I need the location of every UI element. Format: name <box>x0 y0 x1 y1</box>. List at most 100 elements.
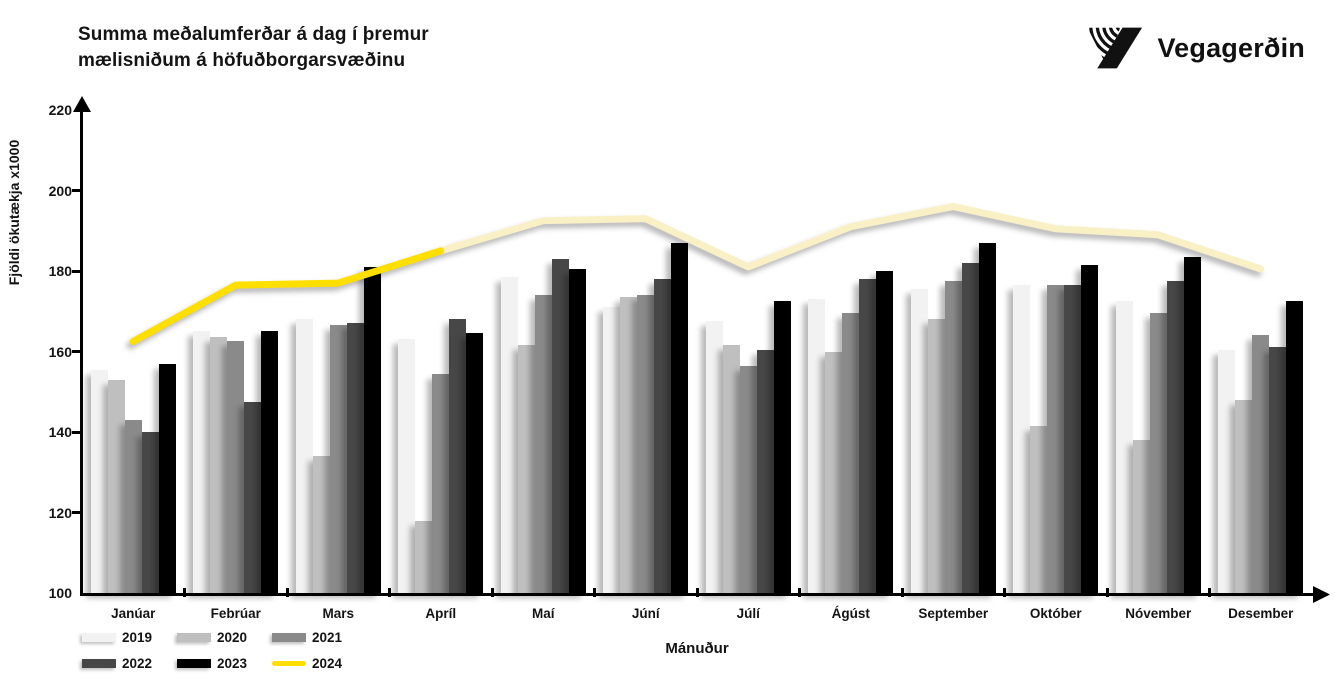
bar-2021-Nóvember <box>1149 313 1167 593</box>
bar-2021-Mars <box>329 325 347 593</box>
bar-2022-Júlí <box>756 349 774 593</box>
bar-2020-Janúar <box>107 379 125 593</box>
y-axis-line <box>80 106 83 596</box>
x-label-Febrúar: Febrúar <box>210 606 261 621</box>
bar-2019-Apríl <box>398 339 416 593</box>
bar-2023-Maí <box>568 269 586 593</box>
legend-item-2019: 2019 <box>82 630 177 645</box>
y-tick-120 <box>72 511 81 514</box>
chart-title-line1: Summa meðalumferðar á dag í þremur <box>78 24 429 45</box>
bar-2021-Febrúar <box>227 341 245 593</box>
legend-swatch-2024 <box>272 661 306 666</box>
x-label-Apríl: Apríl <box>425 606 457 621</box>
legend-label-2022: 2022 <box>122 656 153 671</box>
bar-2021-Júlí <box>739 365 757 593</box>
legend-item-2021: 2021 <box>272 630 367 645</box>
legend-item-2024: 2024 <box>272 656 367 671</box>
bar-2019-Ágúst <box>808 299 826 593</box>
bar-2023-Janúar <box>158 363 176 593</box>
bar-2020-Október <box>1030 425 1048 593</box>
chart-title: Summa meðalumferðar á dag í þremur mælis… <box>78 22 429 74</box>
plot-area <box>82 110 1312 593</box>
x-tick-10 <box>1105 588 1109 597</box>
bar-2023-Apríl <box>466 333 484 593</box>
bar-2021-Október <box>1047 285 1065 593</box>
bar-2021-Desember <box>1252 335 1270 593</box>
legend-label-2019: 2019 <box>122 630 153 645</box>
x-label-Júlí: Júlí <box>736 606 760 621</box>
bar-2022-Desember <box>1269 347 1287 593</box>
legend-item-2022: 2022 <box>82 656 177 671</box>
bar-2022-Febrúar <box>244 401 262 593</box>
bar-2019-Nóvember <box>1115 301 1133 593</box>
y-tick-label-120: 120 <box>48 504 72 521</box>
bar-2021-Ágúst <box>842 313 860 593</box>
bar-2023-Október <box>1081 264 1099 593</box>
bar-2023-Mars <box>363 266 381 593</box>
bar-2022-Ágúst <box>859 279 877 593</box>
bar-2023-September <box>978 242 996 593</box>
bar-2020-Nóvember <box>1132 440 1150 593</box>
bar-2019-Mars <box>295 319 313 593</box>
bar-2023-Júlí <box>773 301 791 593</box>
y-axis-title: Fjöldi ökutækja x1000 <box>6 139 22 286</box>
y-tick-160 <box>72 350 81 353</box>
bar-2021-Apríl <box>432 373 450 593</box>
bar-2020-Ágúst <box>825 351 843 593</box>
y-tick-label-160: 160 <box>48 343 72 360</box>
legend-swatch-2019 <box>82 633 116 642</box>
bar-2023-Ágúst <box>876 271 894 593</box>
vegagerdin-logo: Vegagerðin <box>1085 24 1305 72</box>
x-tick-2 <box>285 588 289 597</box>
legend-swatch-2020 <box>177 633 211 642</box>
tire-track-v-icon <box>1085 24 1147 72</box>
logo-wordmark: Vegagerðin <box>1157 32 1305 63</box>
legend-label-2024: 2024 <box>312 656 343 671</box>
bar-2021-Maí <box>534 295 552 593</box>
y-tick-140 <box>72 430 81 434</box>
bar-2021-September <box>944 281 962 593</box>
x-tick-7 <box>798 588 801 597</box>
x-tick-1 <box>183 588 186 597</box>
bar-2022-Júní <box>654 279 672 593</box>
legend-swatch-2022 <box>82 659 116 668</box>
bar-2021-Janúar <box>124 419 142 593</box>
bar-2022-Maí <box>551 258 569 593</box>
bar-2020-Mars <box>312 456 330 593</box>
legend-label-2023: 2023 <box>217 656 248 671</box>
x-tick-9 <box>1003 588 1006 597</box>
y-tick-label-220: 220 <box>48 102 72 118</box>
x-tick-8 <box>900 588 904 597</box>
bar-2022-September <box>961 262 979 593</box>
bar-2019-Október <box>1013 285 1031 593</box>
x-axis-arrow-icon <box>1313 586 1330 603</box>
bar-2021-Júní <box>637 295 655 593</box>
bar-2019-Júní <box>603 307 621 593</box>
bar-2019-Maí <box>500 277 518 593</box>
bar-2022-Janúar <box>141 432 159 593</box>
bar-2022-Október <box>1064 285 1082 593</box>
bar-2019-Desember <box>1218 349 1236 593</box>
y-tick-label-140: 140 <box>48 424 72 440</box>
bar-2023-Júní <box>671 242 689 593</box>
bar-2023-Febrúar <box>261 331 279 593</box>
y-tick-200 <box>72 189 81 192</box>
bar-2022-Mars <box>346 323 364 593</box>
x-label-Júní: Júní <box>631 606 660 621</box>
legend-item-2023: 2023 <box>177 656 272 671</box>
bar-2020-September <box>927 319 945 593</box>
bar-2019-Janúar <box>90 369 108 593</box>
legend-item-2020: 2020 <box>177 630 272 645</box>
y-tick-label-200: 200 <box>48 182 72 199</box>
bar-2020-Apríl <box>415 520 433 593</box>
bar-2020-Júní <box>620 297 638 593</box>
x-label-Maí: Maí <box>531 606 555 621</box>
x-label-Október: Október <box>1029 606 1082 621</box>
x-label-Mars: Mars <box>322 606 354 621</box>
line-series-2024 <box>129 203 1265 345</box>
y-tick-label-100: 100 <box>48 585 72 601</box>
bar-2020-Júlí <box>722 345 740 593</box>
x-label-Janúar: Janúar <box>111 606 156 621</box>
x-label-Nóvember: Nóvember <box>1125 606 1192 621</box>
